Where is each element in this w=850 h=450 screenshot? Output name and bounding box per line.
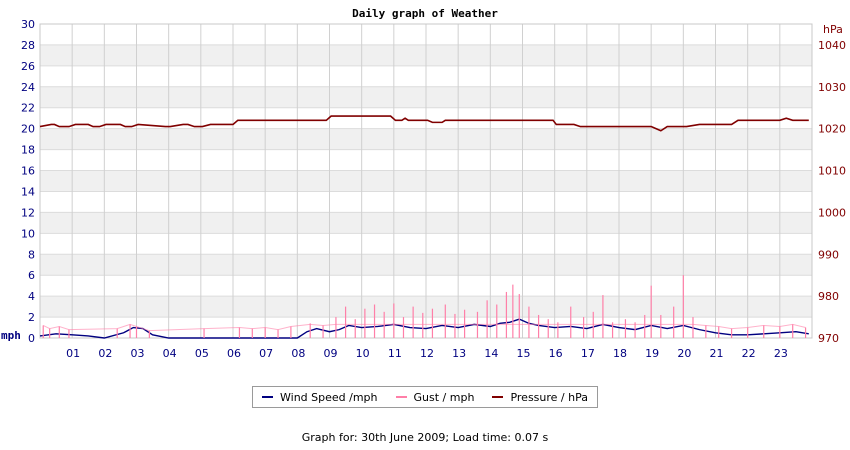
x-tick-label: 14 [484,347,498,360]
left-tick-label: 14 [21,185,35,198]
right-tick-label: 990 [818,248,839,261]
pressure-line [39,115,809,132]
legend: Wind Speed /mph Gust / mph Pressure / hP… [252,386,598,408]
left-tick-label: 12 [21,206,35,219]
x-tick-label: 06 [227,347,241,360]
left-tick-label: 30 [21,18,35,31]
series-layer [39,115,809,339]
right-axis: 970 980 990 1000 1010 1020 1030 1040 [818,39,846,345]
legend-item-pressure: Pressure / hPa [492,391,588,404]
x-tick-label: 07 [259,347,273,360]
legend-gust-label: Gust / mph [413,390,475,404]
series-wind [39,318,809,339]
legend-item-wind: Wind Speed /mph [262,391,378,404]
x-tick-label: 02 [98,347,112,360]
x-tick-label: 23 [774,347,788,360]
x-tick-label: 08 [291,347,305,360]
x-tick-label: 01 [66,347,80,360]
right-tick-label: 980 [818,290,839,303]
x-tick-label: 16 [549,347,563,360]
pressure-swatch-icon [492,396,504,398]
left-tick-label: 0 [28,332,35,345]
x-tick-label: 10 [356,347,370,360]
x-tick-label: 17 [581,347,595,360]
gust-line [42,323,806,332]
left-tick-label: 26 [21,60,35,73]
right-tick-label: 970 [818,332,839,345]
chart-title: Daily graph of Weather [352,7,498,20]
left-tick-label: 18 [21,144,35,157]
x-tick-label: 21 [710,347,724,360]
legend-wind-label: Wind Speed /mph [280,390,378,404]
weather-chart: Daily graph of Weather 02468101214161820… [1,7,846,360]
x-tick-label: 13 [452,347,466,360]
x-tick-label: 12 [420,347,434,360]
x-tick-label: 03 [131,347,145,360]
right-tick-label: 1040 [818,39,846,52]
x-tick-label: 18 [613,347,627,360]
left-tick-label: 4 [28,290,35,303]
series-pressure [39,115,809,132]
x-tick-label: 19 [645,347,659,360]
x-axis: 01 02 03 04 05 06 07 08 09 10 11 12 13 14 15 16 17 18 19 20… [66,347,788,360]
right-tick-label: 1000 [818,206,846,219]
left-axis-unit: mph [1,329,21,342]
x-tick-label: 20 [677,347,691,360]
left-tick-label: 16 [21,165,35,178]
gust-swatch-icon [395,396,407,398]
left-tick-label: 2 [28,311,35,324]
left-tick-label: 10 [21,227,35,240]
x-tick-label: 09 [324,347,338,360]
legend-item-gust: Gust / mph [395,390,475,404]
right-tick-label: 1010 [818,165,846,178]
right-axis-unit: hPa [823,23,843,36]
left-tick-label: 28 [21,39,35,52]
wind-swatch-icon [262,396,273,398]
left-tick-label: 6 [28,269,35,282]
wind-line [39,318,809,339]
left-tick-label: 22 [21,102,35,115]
x-tick-label: 22 [742,347,756,360]
series-gust [42,275,807,338]
left-tick-label: 24 [21,81,35,94]
plot-frame [39,23,813,339]
left-tick-label: 8 [28,248,35,261]
x-tick-label: 15 [517,347,531,360]
footer-status: Graph for: 30th June 2009; Load time: 0.… [301,431,549,444]
x-tick-label: 05 [195,347,209,360]
left-tick-label: 20 [21,123,35,136]
x-tick-label: 04 [163,347,177,360]
legend-pressure-label: Pressure / hPa [510,390,588,404]
right-tick-label: 1020 [818,123,846,136]
x-tick-label: 11 [388,347,402,360]
right-tick-label: 1030 [818,81,846,94]
